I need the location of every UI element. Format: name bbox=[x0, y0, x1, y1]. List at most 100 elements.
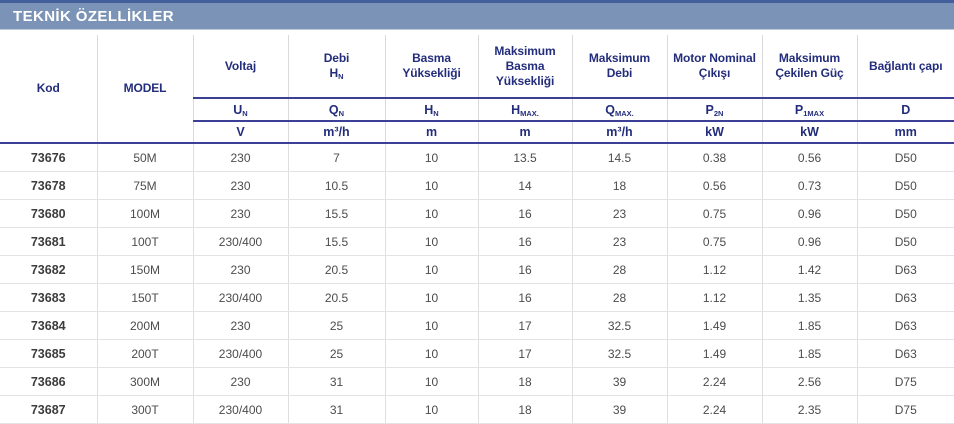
value-cell: 50M bbox=[96, 143, 193, 172]
unit-maks-basma: m bbox=[477, 121, 572, 144]
value-cell: 1.35 bbox=[761, 283, 857, 312]
value-cell: D63 bbox=[856, 339, 954, 368]
value-cell: 14.5 bbox=[571, 143, 667, 172]
value-cell: 0.96 bbox=[761, 227, 857, 256]
value-cell: 150T bbox=[96, 283, 193, 312]
value-cell: 300T bbox=[96, 395, 193, 424]
kod-cell: 73680 bbox=[0, 199, 97, 228]
value-cell: 23 bbox=[571, 199, 667, 228]
value-cell: D75 bbox=[856, 395, 954, 424]
value-cell: 25 bbox=[287, 311, 385, 340]
spec-table: Kod MODEL Voltaj Debi HN Basma Yüksekliğ… bbox=[0, 35, 954, 424]
value-cell: 1.49 bbox=[666, 311, 762, 340]
value-cell: 32.5 bbox=[571, 311, 667, 340]
table-row: 73686 300M 230 31 10 18 39 2.24 2.56 D75 bbox=[0, 367, 954, 396]
value-cell: 200M bbox=[96, 311, 193, 340]
value-cell: 230 bbox=[192, 143, 288, 172]
value-cell: 0.56 bbox=[666, 171, 762, 200]
value-cell: 1.12 bbox=[666, 255, 762, 284]
value-cell: D75 bbox=[856, 367, 954, 396]
value-cell: 2.35 bbox=[761, 395, 857, 424]
unit-cekilen: kW bbox=[761, 121, 857, 144]
value-cell: 0.38 bbox=[666, 143, 762, 172]
value-cell: 18 bbox=[571, 171, 667, 200]
value-cell: 230/400 bbox=[192, 395, 288, 424]
symbol-qmax: QMAX. bbox=[571, 98, 667, 122]
table-row: 73678 75M 230 10.5 10 14 18 0.56 0.73 D50 bbox=[0, 171, 954, 200]
table-row: 73676 50M 230 7 10 13.5 14.5 0.38 0.56 D50 bbox=[0, 143, 954, 172]
value-cell: 1.42 bbox=[761, 255, 857, 284]
value-cell: 18 bbox=[477, 367, 572, 396]
value-cell: D63 bbox=[856, 255, 954, 284]
value-cell: 10 bbox=[384, 367, 478, 396]
value-cell: 20.5 bbox=[287, 283, 385, 312]
table-row: 73684 200M 230 25 10 17 32.5 1.49 1.85 D63 bbox=[0, 311, 954, 340]
value-cell: 2.24 bbox=[666, 395, 762, 424]
value-cell: 0.56 bbox=[761, 143, 857, 172]
value-cell: 16 bbox=[477, 199, 572, 228]
table-row: 73682 150M 230 20.5 10 16 28 1.12 1.42 D63 bbox=[0, 255, 954, 284]
value-cell: 2.24 bbox=[666, 367, 762, 396]
symbol-d: D bbox=[856, 98, 954, 122]
value-cell: 31 bbox=[287, 367, 385, 396]
unit-debi: m³/h bbox=[287, 121, 385, 144]
col-header-motor-nominal-cikisi: Motor Nominal Çıkışı bbox=[666, 35, 762, 99]
value-cell: 75M bbox=[96, 171, 193, 200]
value-cell: D63 bbox=[856, 283, 954, 312]
value-cell: 10 bbox=[384, 171, 478, 200]
value-cell: 17 bbox=[477, 311, 572, 340]
value-cell: 1.49 bbox=[666, 339, 762, 368]
kod-cell: 73686 bbox=[0, 367, 97, 396]
col-header-model: MODEL bbox=[96, 35, 193, 144]
page-title: TEKNİK ÖZELLİKLER bbox=[13, 7, 174, 25]
col-header-basma-yuksekligi: Basma Yüksekliği bbox=[384, 35, 478, 99]
value-cell: 13.5 bbox=[477, 143, 572, 172]
value-cell: 0.96 bbox=[761, 199, 857, 228]
value-cell: 200T bbox=[96, 339, 193, 368]
col-header-kod: Kod bbox=[0, 35, 97, 144]
value-cell: 10 bbox=[384, 395, 478, 424]
kod-cell: 73687 bbox=[0, 395, 97, 424]
value-cell: 28 bbox=[571, 255, 667, 284]
value-cell: 230 bbox=[192, 171, 288, 200]
unit-voltaj: V bbox=[192, 121, 288, 144]
value-cell: 16 bbox=[477, 255, 572, 284]
kod-cell: 73685 bbox=[0, 339, 97, 368]
value-cell: 7 bbox=[287, 143, 385, 172]
value-cell: 1.85 bbox=[761, 339, 857, 368]
value-cell: 0.75 bbox=[666, 227, 762, 256]
symbol-hmax: HMAX. bbox=[477, 98, 572, 122]
value-cell: 16 bbox=[477, 227, 572, 256]
value-cell: D50 bbox=[856, 143, 954, 172]
table-row: 73683 150T 230/400 20.5 10 16 28 1.12 1.35 D63 bbox=[0, 283, 954, 312]
table-body: 73676 50M 230 7 10 13.5 14.5 0.38 0.56 D50 73678 75… bbox=[0, 143, 954, 424]
kod-cell: 73681 bbox=[0, 227, 97, 256]
value-cell: 10 bbox=[384, 283, 478, 312]
value-cell: 0.75 bbox=[666, 199, 762, 228]
value-cell: 15.5 bbox=[287, 199, 385, 228]
kod-cell: 73676 bbox=[0, 143, 97, 172]
title-bar: TEKNİK ÖZELLİKLER bbox=[0, 0, 954, 30]
value-cell: D63 bbox=[856, 311, 954, 340]
header-row-units: V m³/h m m m³/h kW kW mm bbox=[0, 121, 954, 144]
value-cell: 23 bbox=[571, 227, 667, 256]
table-row: 73685 200T 230/400 25 10 17 32.5 1.49 1.85 D63 bbox=[0, 339, 954, 368]
header-row-symbols: UN QN HN HMAX. QMAX. P2N P1MAX D bbox=[0, 98, 954, 122]
col-header-baglanti-capi: Bağlantı çapı bbox=[856, 35, 954, 99]
value-cell: 10.5 bbox=[287, 171, 385, 200]
value-cell: 230 bbox=[192, 255, 288, 284]
col-header-maksimum-basma-yuksekligi: Maksimum Basma Yüksekliği bbox=[477, 35, 572, 99]
kod-cell: 73682 bbox=[0, 255, 97, 284]
value-cell: 16 bbox=[477, 283, 572, 312]
value-cell: 20.5 bbox=[287, 255, 385, 284]
table-row: 73681 100T 230/400 15.5 10 16 23 0.75 0.96 D50 bbox=[0, 227, 954, 256]
kod-cell: 73678 bbox=[0, 171, 97, 200]
value-cell: D50 bbox=[856, 171, 954, 200]
value-cell: 230/400 bbox=[192, 227, 288, 256]
value-cell: 10 bbox=[384, 227, 478, 256]
value-cell: 100M bbox=[96, 199, 193, 228]
value-cell: 32.5 bbox=[571, 339, 667, 368]
value-cell: 10 bbox=[384, 311, 478, 340]
value-cell: 230/400 bbox=[192, 339, 288, 368]
unit-baglanti: mm bbox=[856, 121, 954, 144]
